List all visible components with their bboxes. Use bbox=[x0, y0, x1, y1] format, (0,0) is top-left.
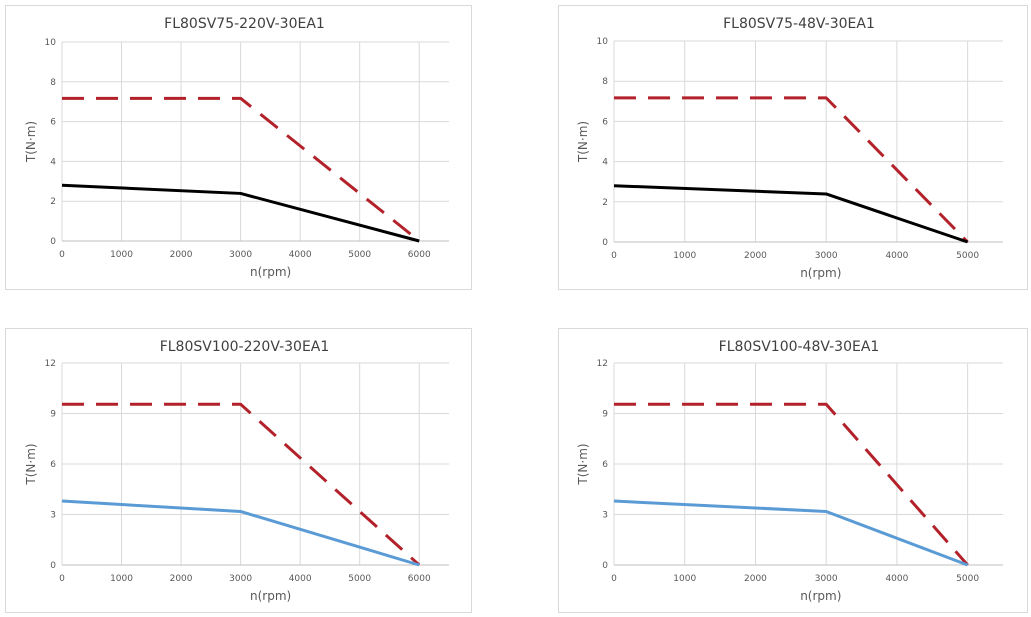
peak-torque-line bbox=[62, 96, 421, 243]
x-axis-label: n(rpm) bbox=[800, 589, 841, 603]
chart-panel-3: FL80SV100-220V-30EA1 0 3 6 9 12 0 1000 2000 3000 4… bbox=[5, 328, 472, 613]
x-tick-label: 4000 bbox=[289, 574, 312, 584]
x-tick-label: 4000 bbox=[885, 251, 908, 261]
y-axis-label: T(N·m) bbox=[576, 121, 590, 163]
y-axis-label: T(N·m) bbox=[576, 443, 590, 485]
x-tick-label: 5000 bbox=[348, 574, 371, 584]
x-tick-label: 5000 bbox=[956, 574, 979, 584]
chart-1: FL80SV75-220V-30EA1 0 2 4 6 8 10 0 1000 2000 3000 4… bbox=[24, 16, 449, 279]
x-tick-label: 0 bbox=[611, 251, 617, 261]
rated-torque-line bbox=[61, 183, 420, 243]
y-tick-label: 0 bbox=[602, 238, 608, 248]
x-tick-label: 2000 bbox=[744, 574, 767, 584]
x-axis-label: n(rpm) bbox=[250, 265, 291, 279]
x-tick-label: 5000 bbox=[956, 251, 979, 261]
x-tick-label: 0 bbox=[59, 250, 65, 260]
x-tick-label: 4000 bbox=[885, 574, 908, 584]
y-tick-label: 6 bbox=[50, 118, 56, 128]
y-tick-label: 2 bbox=[602, 198, 608, 208]
y-tick-label: 0 bbox=[602, 561, 608, 571]
rated-torque-line bbox=[613, 184, 969, 244]
y-tick-label: 6 bbox=[602, 117, 608, 127]
x-tick-label: 3000 bbox=[229, 574, 252, 584]
x-tick-label: 4000 bbox=[289, 250, 312, 260]
chart-4: FL80SV100-48V-30EA1 0 3 6 9 12 0 1000 2000 3000 40… bbox=[576, 339, 1003, 603]
y-tick-label: 6 bbox=[50, 460, 56, 470]
y-tick-label: 12 bbox=[45, 359, 56, 369]
y-tick-label: 10 bbox=[597, 37, 609, 47]
chart-3: FL80SV100-220V-30EA1 0 3 6 9 12 0 1000 2000 3000 4… bbox=[24, 339, 449, 603]
x-tick-label: 1000 bbox=[110, 250, 133, 260]
y-tick-label: 6 bbox=[602, 460, 608, 470]
y-tick-label: 0 bbox=[50, 561, 56, 571]
x-tick-label: 2000 bbox=[170, 250, 193, 260]
peak-torque-line bbox=[614, 96, 969, 244]
chart-panel-4: FL80SV100-48V-30EA1 0 3 6 9 12 0 1000 2000 3000 40… bbox=[558, 328, 1028, 613]
x-tick-label: 6000 bbox=[408, 574, 431, 584]
x-tick-label: 1000 bbox=[673, 574, 696, 584]
chart-panel-2: FL80SV75-48V-30EA1 0 2 4 6 8 10 0 1000 2000 3000 40… bbox=[558, 5, 1028, 290]
y-tick-label: 2 bbox=[50, 197, 56, 207]
rated-torque-line bbox=[61, 499, 420, 567]
x-tick-label: 6000 bbox=[408, 250, 431, 260]
x-tick-label: 5000 bbox=[348, 250, 371, 260]
y-tick-label: 10 bbox=[45, 38, 57, 48]
x-tick-label: 0 bbox=[611, 574, 617, 584]
x-tick-label: 1000 bbox=[673, 251, 696, 261]
x-tick-label: 2000 bbox=[170, 574, 193, 584]
x-tick-label: 3000 bbox=[815, 574, 838, 584]
x-tick-label: 3000 bbox=[815, 251, 838, 261]
chart-title: FL80SV75-220V-30EA1 bbox=[164, 16, 325, 32]
x-tick-label: 0 bbox=[59, 574, 65, 584]
y-tick-label: 8 bbox=[602, 77, 608, 87]
y-tick-label: 4 bbox=[602, 158, 608, 168]
y-tick-label: 9 bbox=[50, 410, 56, 420]
x-tick-label: 2000 bbox=[744, 251, 767, 261]
y-tick-label: 4 bbox=[50, 157, 56, 167]
chart-2: FL80SV75-48V-30EA1 0 2 4 6 8 10 0 1000 2000 3000 40… bbox=[576, 16, 1003, 280]
x-tick-label: 3000 bbox=[229, 250, 252, 260]
chart-title: FL80SV100-48V-30EA1 bbox=[719, 339, 880, 355]
rated-torque-line bbox=[613, 499, 969, 567]
peak-torque-line bbox=[62, 402, 421, 567]
y-axis-label: T(N·m) bbox=[24, 121, 38, 163]
y-tick-label: 3 bbox=[50, 511, 56, 521]
y-axis-label: T(N·m) bbox=[24, 443, 38, 485]
x-axis-label: n(rpm) bbox=[250, 589, 291, 603]
y-tick-label: 3 bbox=[602, 511, 608, 521]
chart-title: FL80SV75-48V-30EA1 bbox=[723, 16, 875, 32]
x-axis-label: n(rpm) bbox=[800, 266, 841, 280]
y-tick-label: 12 bbox=[597, 359, 608, 369]
y-tick-label: 0 bbox=[50, 237, 56, 247]
y-tick-label: 9 bbox=[602, 410, 608, 420]
chart-title: FL80SV100-220V-30EA1 bbox=[160, 339, 330, 355]
y-tick-label: 8 bbox=[50, 78, 56, 88]
chart-panel-1: FL80SV75-220V-30EA1 0 2 4 6 8 10 0 1000 2000 3000 4… bbox=[5, 5, 472, 290]
x-tick-label: 1000 bbox=[110, 574, 133, 584]
peak-torque-line bbox=[614, 402, 969, 566]
